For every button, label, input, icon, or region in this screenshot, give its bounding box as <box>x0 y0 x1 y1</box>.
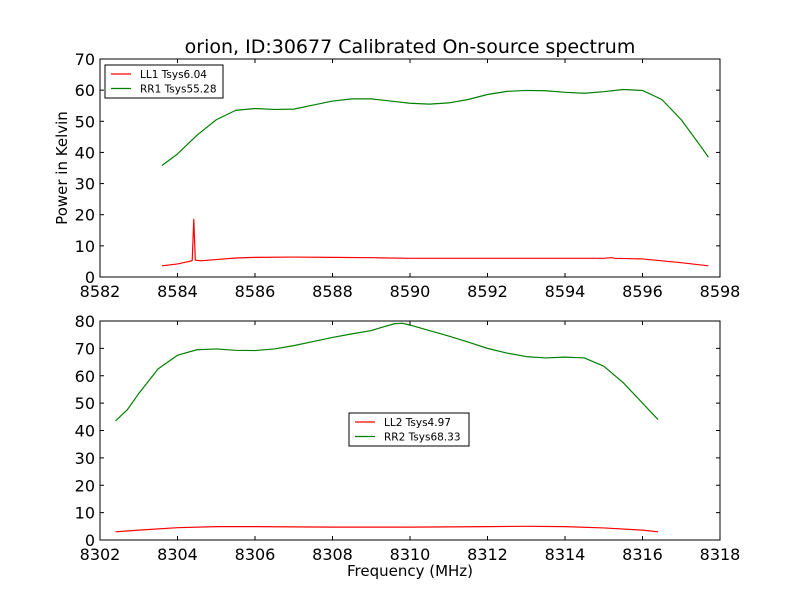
x-tick-label: 8310 <box>390 545 431 564</box>
x-tick-label: 8308 <box>312 545 353 564</box>
y-tick-label: 70 <box>75 50 95 69</box>
legend-box <box>104 64 224 99</box>
x-tick-label: 8302 <box>80 545 121 564</box>
legend: LL1 Tsys6.04 RR1 Tsys55.28 <box>104 64 224 99</box>
x-tick-label: 8584 <box>157 282 198 301</box>
x-tick-label: 8594 <box>545 282 586 301</box>
subplots: 8582 8584 8586 8588 8590 8592 8594 8596 8598 0 10 2… <box>53 50 740 580</box>
x-tick-label: 8598 <box>700 282 741 301</box>
legend-label: LL2 Tsys4.97 <box>384 417 451 429</box>
y-tick-label: 0 <box>85 268 95 287</box>
x-tick-label: 8316 <box>622 545 663 564</box>
y-tick-label: 80 <box>75 312 95 331</box>
y-tick-label: 60 <box>75 81 95 100</box>
y-tick-label: 60 <box>75 367 95 386</box>
y-tick-label: 30 <box>75 175 95 194</box>
x-tick-label: 8592 <box>467 282 508 301</box>
x-tick-label: 8306 <box>235 545 276 564</box>
series-line-1-2 <box>161 88 709 166</box>
y-tick-label: 40 <box>75 422 95 441</box>
y-tick-label: 40 <box>75 143 95 162</box>
x-tick-label: 8314 <box>545 545 586 564</box>
x-tick-label: 8318 <box>700 545 741 564</box>
x-tick-label: 8586 <box>235 282 276 301</box>
y-tick-label: 20 <box>75 206 95 225</box>
legend-box <box>348 412 470 447</box>
legend-label: RR2 Tsys68.33 <box>384 432 461 444</box>
x-axis-label: Frequency (MHz) <box>347 562 473 580</box>
y-tick-label: 70 <box>75 339 95 358</box>
x-tick-label: 8590 <box>390 282 431 301</box>
x-tick-label: 8596 <box>622 282 663 301</box>
subplot-1: 8582 8584 8586 8588 8590 8592 8594 8596 8598 0 10 2… <box>53 50 740 301</box>
y-tick-label: 50 <box>75 394 95 413</box>
y-tick-label: 10 <box>75 504 95 523</box>
series-line-2-2 <box>115 322 659 422</box>
series-line-2-1 <box>115 525 659 533</box>
y-tick-label: 50 <box>75 112 95 131</box>
x-tick-label: 8582 <box>80 282 121 301</box>
legend-label: RR1 Tsys55.28 <box>140 84 217 96</box>
y-tick-label: 20 <box>75 476 95 495</box>
subplot-2: 8302 8304 8306 8308 8310 8312 8314 8316 8318 0 10 2… <box>75 312 741 580</box>
y-tick-label: 0 <box>85 531 95 550</box>
x-tick-label: 8588 <box>312 282 353 301</box>
legend: LL2 Tsys4.97 RR2 Tsys68.33 <box>348 412 470 447</box>
chart-title: orion, ID:30677 Calibrated On-source spe… <box>185 36 636 58</box>
x-tick-label: 8304 <box>157 545 198 564</box>
y-axis-label: Power in Kelvin <box>53 111 71 225</box>
legend-label: LL1 Tsys6.04 <box>140 69 207 81</box>
y-tick-label: 10 <box>75 237 95 256</box>
series-line-1-1 <box>161 218 709 267</box>
x-tick-label: 8312 <box>467 545 508 564</box>
y-tick-label: 30 <box>75 449 95 468</box>
